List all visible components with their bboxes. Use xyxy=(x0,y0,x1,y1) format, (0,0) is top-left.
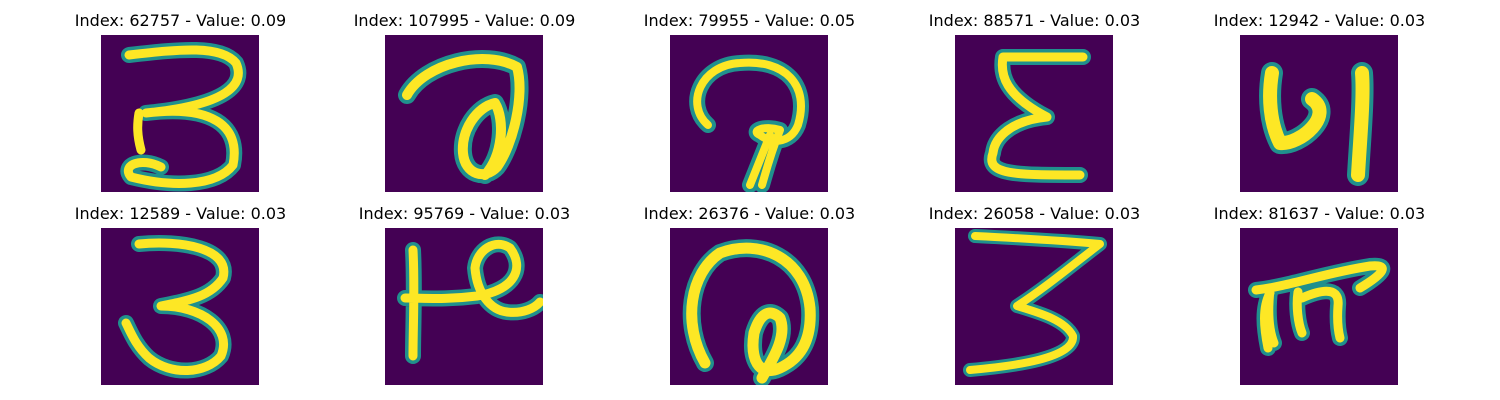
panel: Index: 81637 - Value: 0.03 xyxy=(1177,193,1462,385)
panel-title: Index: 95769 - Value: 0.03 xyxy=(358,204,571,223)
glyph-image xyxy=(955,228,1113,385)
panel-title: Index: 107995 - Value: 0.09 xyxy=(353,11,576,30)
glyph-image xyxy=(385,35,543,192)
panel-title: Index: 79955 - Value: 0.05 xyxy=(643,11,856,30)
glyph-image xyxy=(670,228,828,385)
glyph-image xyxy=(385,228,543,385)
panel-title: Index: 81637 - Value: 0.03 xyxy=(1213,204,1426,223)
panel: Index: 95769 - Value: 0.03 xyxy=(322,193,607,385)
glyph-image xyxy=(101,35,259,192)
glyph-image xyxy=(955,35,1113,192)
panel: Index: 62757 - Value: 0.09 xyxy=(38,0,323,192)
glyph-image xyxy=(1240,228,1398,385)
panel: Index: 79955 - Value: 0.05 xyxy=(607,0,892,192)
panel-title: Index: 12942 - Value: 0.03 xyxy=(1213,11,1426,30)
panel: Index: 26058 - Value: 0.03 xyxy=(892,193,1177,385)
panel: Index: 12589 - Value: 0.03 xyxy=(38,193,323,385)
panel: Index: 12942 - Value: 0.03 xyxy=(1177,0,1462,192)
panel-title: Index: 12589 - Value: 0.03 xyxy=(74,204,287,223)
panel-title: Index: 26058 - Value: 0.03 xyxy=(928,204,1141,223)
panel-title: Index: 62757 - Value: 0.09 xyxy=(74,11,287,30)
panel-title: Index: 26376 - Value: 0.03 xyxy=(643,204,856,223)
glyph-image xyxy=(101,228,259,385)
panel: Index: 26376 - Value: 0.03 xyxy=(607,193,892,385)
glyph-image xyxy=(1240,35,1398,192)
panel: Index: 88571 - Value: 0.03 xyxy=(892,0,1177,192)
glyph-image xyxy=(670,35,828,192)
panel: Index: 107995 - Value: 0.09 xyxy=(322,0,607,192)
panel-title: Index: 88571 - Value: 0.03 xyxy=(928,11,1141,30)
